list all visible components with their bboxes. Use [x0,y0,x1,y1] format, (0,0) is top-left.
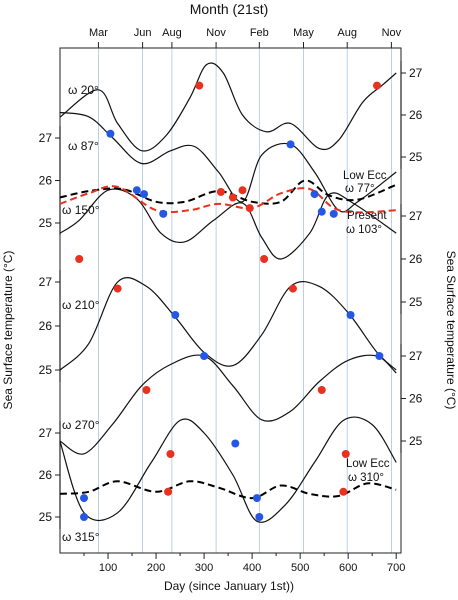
top-tick-label: Aug [337,27,357,39]
data-point-315 [341,450,350,458]
month-gridlines [98,48,392,553]
x-axis-title: Day (since January 1st)) [164,579,294,593]
data-point-210 [288,284,297,293]
data-point-150 [75,255,84,263]
data-point-210 [171,311,180,319]
data-point-87 [286,140,295,149]
series-line-270 [59,354,397,455]
right_upper-tick-label: 27 [409,66,423,80]
reference-label: ω 77° [345,183,375,195]
axes-group: Mar Jun Aug Nov Feb May Aug Nov 100 200 300 400 500 6… [39,27,423,574]
data-point-low-ecc-310 [80,494,89,503]
x-tick-label: 200 [147,562,165,574]
reference-label: ω 310° [348,472,384,484]
left_middle-tick-label: 27 [39,275,53,289]
x-tick-label: 600 [339,562,357,574]
series-line-low-ecc-310 [59,480,397,500]
data-point-87 [228,193,237,202]
data-point-315 [255,513,264,521]
left_lower-tick-label: 27 [39,426,53,440]
top-axis-title: Month (21st) [190,1,269,17]
data-point-270 [317,386,326,394]
right_middle-tick-label: 27 [409,209,423,223]
data-point-150 [329,209,338,218]
top-tick-label: May [293,27,314,39]
left_middle-tick-label: 26 [39,319,53,333]
data-point-150 [159,209,168,218]
data-point-present-103 [245,204,254,213]
data-point-20 [372,81,381,90]
data-point-150 [238,186,247,195]
top-tick-label: Aug [162,27,182,39]
data-point-315 [231,439,240,448]
data-point-270 [142,386,151,394]
series-line-150 [59,188,397,260]
data-point-low-ecc-310 [252,494,261,503]
left_middle-tick-label: 25 [39,363,53,377]
series-line-20 [59,62,397,152]
curve-label: ω 87° [68,139,99,153]
right_lower-tick-label: 26 [409,392,423,406]
x-tick-label: 700 [387,562,405,574]
data-point-87 [106,129,115,138]
top-tick-label: Feb [250,27,269,39]
data-point-150 [317,207,326,216]
data-point-150 [260,255,269,263]
reference-label: ω 103° [346,224,382,236]
right_middle-tick-label: 25 [409,295,423,309]
data-point-270 [200,352,209,360]
x-tick-label: 100 [99,562,117,574]
data-point-low-ecc-77 [310,190,319,199]
curve-label: ω 315° [62,530,100,544]
data-point-low-ecc-310 [339,487,348,496]
right_lower-tick-label: 25 [409,434,423,448]
curve-label: ω 270° [62,418,100,432]
right_middle-tick-label: 26 [409,252,423,266]
data-point-210 [113,284,122,293]
left_lower-tick-label: 25 [39,510,53,524]
data-point-low-ecc-77 [216,187,225,196]
right_upper-tick-label: 25 [409,150,423,164]
series-line-present-103 [59,185,397,214]
curve-label: ω 150° [62,203,100,217]
left_upper-tick-label: 26 [39,174,53,188]
x-tick-label: 500 [291,562,309,574]
reference-label: Low Ecc [343,170,387,182]
data-point-315 [80,513,89,521]
top-tick-label: Nov [206,27,226,39]
curve-label: ω 210° [62,298,100,312]
right_upper-tick-label: 26 [409,108,423,122]
x-tick-label: 300 [195,562,213,574]
data-point-210 [346,311,355,319]
top-tick-label: Nov [382,27,402,39]
data-point-low-ecc-310 [164,487,173,496]
data-point-270 [375,352,384,360]
data-point-low-ecc-77 [140,190,149,199]
series-line-315 [59,416,397,523]
right_lower-tick-label: 27 [409,349,423,363]
left_upper-tick-label: 25 [39,216,53,230]
data-point-150 [132,186,141,195]
curve-labels: ω 20° ω 87° ω 150° ω 210° ω 270° ω 315° Low Ec… [62,83,390,544]
top-tick-label: Jun [134,27,152,39]
curve-label: ω 20° [68,83,99,97]
reference-label: Present [347,210,387,222]
x-tick-label: 400 [243,562,261,574]
left_lower-tick-label: 26 [39,468,53,482]
data-point-315 [166,450,175,458]
y-axis-title-right: Sea Surface temperature (°C) [444,251,458,410]
reference-label: Low Ecc [346,458,390,470]
top-tick-label: Mar [89,27,108,39]
left_upper-tick-label: 27 [39,131,53,145]
data-point-20 [195,81,204,90]
series-markers [75,81,384,521]
y-axis-title-left: Sea Surface temperature (°C) [1,251,15,410]
